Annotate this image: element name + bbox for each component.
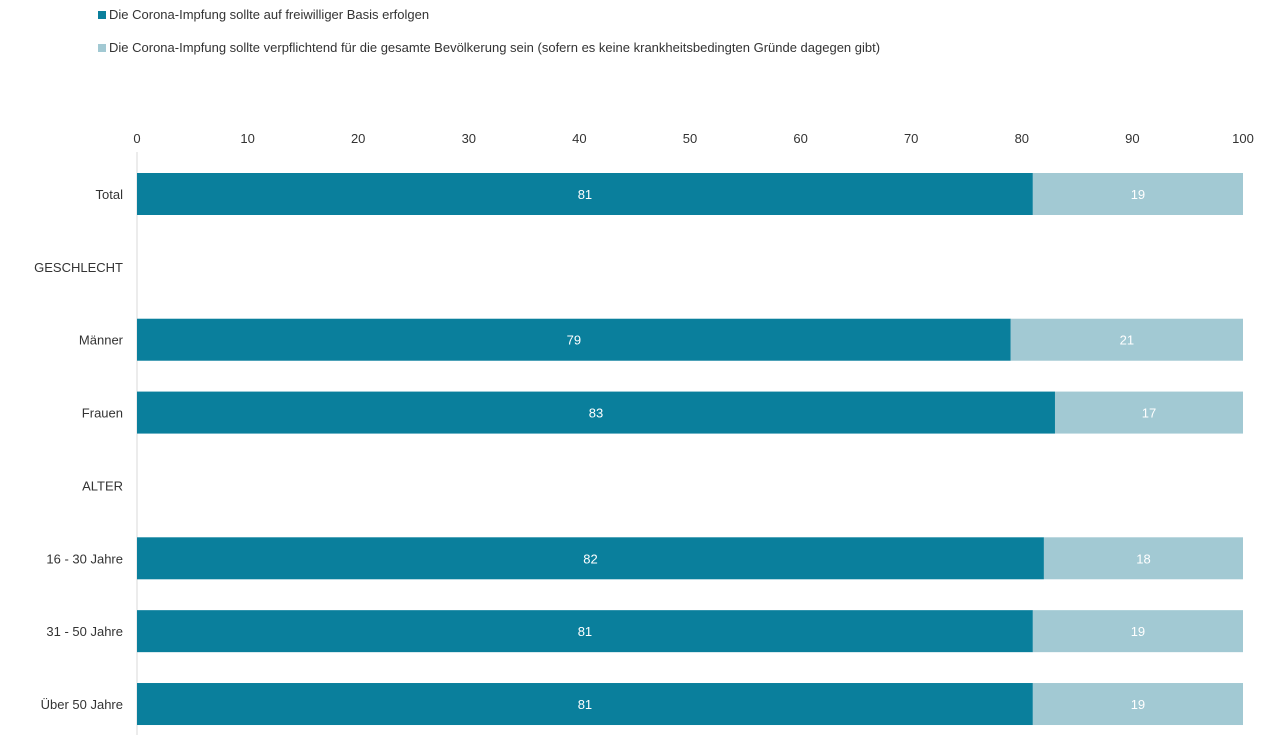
legend-label-voluntary: Die Corona-Impfung sollte auf freiwillig… xyxy=(109,7,430,22)
bar-value-labels: 81 19 79 21 83 17 82 18 81 19 81 19 xyxy=(567,187,1157,712)
bars xyxy=(137,173,1243,726)
x-tick-label: 0 xyxy=(133,131,140,146)
category-label: Frauen xyxy=(82,406,123,421)
bar-mandatory xyxy=(1032,610,1243,653)
category-label: GESCHLECHT xyxy=(34,260,123,275)
bar-voluntary xyxy=(137,318,1011,361)
bar-value-label: 83 xyxy=(589,406,603,421)
bar-mandatory xyxy=(1032,173,1243,215)
bar-value-label: 82 xyxy=(583,551,597,566)
bar-value-label: 18 xyxy=(1136,551,1150,566)
bar-value-label: 81 xyxy=(578,697,592,712)
bar-value-label: 19 xyxy=(1131,187,1145,202)
x-tick-label: 80 xyxy=(1015,131,1029,146)
category-label: 16 - 30 Jahre xyxy=(46,551,123,566)
legend-swatch-voluntary xyxy=(98,10,106,19)
bar-value-label: 79 xyxy=(567,333,581,348)
bar-value-label: 81 xyxy=(578,624,592,639)
bar-voluntary xyxy=(137,391,1055,434)
category-label: Über 50 Jahre xyxy=(41,697,123,712)
bar-voluntary xyxy=(137,610,1033,653)
bar-mandatory xyxy=(1043,537,1243,580)
bar-value-label: 19 xyxy=(1131,624,1145,639)
bar-value-label: 21 xyxy=(1120,333,1134,348)
bar-value-label: 17 xyxy=(1142,406,1156,421)
legend-label-mandatory: Die Corona-Impfung sollte verpflichtend … xyxy=(109,40,881,55)
x-tick-label: 40 xyxy=(572,131,586,146)
x-tick-label: 60 xyxy=(793,131,807,146)
bar-mandatory xyxy=(1054,391,1243,434)
bar-value-label: 19 xyxy=(1131,697,1145,712)
category-label: Männer xyxy=(79,333,124,348)
x-axis-ticks: 0 10 20 30 40 50 60 70 80 90 100 xyxy=(133,131,1253,146)
bar-mandatory xyxy=(1010,318,1243,361)
legend-item-voluntary: Die Corona-Impfung sollte auf freiwillig… xyxy=(98,7,429,22)
bar-voluntary xyxy=(137,173,1033,215)
legend-item-mandatory: Die Corona-Impfung sollte verpflichtend … xyxy=(98,40,880,55)
x-tick-label: 20 xyxy=(351,131,365,146)
bar-value-label: 81 xyxy=(578,187,592,202)
x-tick-label: 100 xyxy=(1232,131,1254,146)
x-tick-label: 90 xyxy=(1125,131,1139,146)
bar-mandatory xyxy=(1032,683,1243,726)
x-tick-label: 50 xyxy=(683,131,697,146)
x-tick-label: 70 xyxy=(904,131,918,146)
category-label: ALTER xyxy=(82,478,123,493)
category-label: 31 - 50 Jahre xyxy=(46,624,123,639)
x-tick-label: 30 xyxy=(462,131,476,146)
bar-voluntary xyxy=(137,537,1044,580)
legend-swatch-mandatory xyxy=(98,43,106,52)
x-tick-label: 10 xyxy=(240,131,254,146)
category-label: Total xyxy=(96,187,124,202)
bar-voluntary xyxy=(137,683,1033,726)
y-axis-labels: Total GESCHLECHT Männer Frauen ALTER 16 - 30 … xyxy=(34,187,124,712)
